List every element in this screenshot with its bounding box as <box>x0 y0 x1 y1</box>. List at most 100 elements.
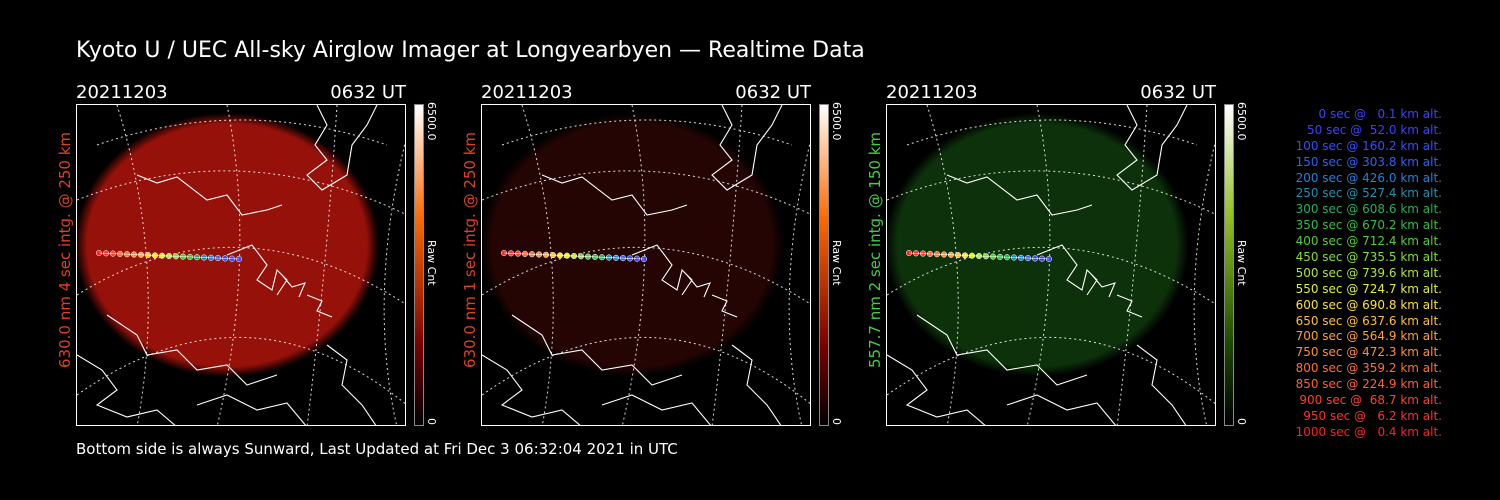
legend-entry: 600 sec @ 690.8 km alt. <box>1295 297 1442 312</box>
legend-entry: 900 sec @ 68.7 km alt. <box>1299 393 1442 408</box>
legend-entry: 300 sec @ 608.6 km alt. <box>1295 202 1442 217</box>
colorbar <box>414 104 424 426</box>
legend-entry: 850 sec @ 224.9 km alt. <box>1295 377 1442 392</box>
map-canvas <box>482 105 810 425</box>
graticule-line <box>887 337 1215 405</box>
coastline <box>711 105 783 191</box>
colorbar-unit-label: Raw Cnt <box>425 240 438 286</box>
coastline <box>1006 394 1117 425</box>
graticule-line <box>482 247 810 305</box>
coastline <box>1091 274 1116 298</box>
legend-entry: 450 sec @ 735.5 km alt. <box>1295 250 1442 265</box>
coastline <box>916 314 1088 386</box>
coastline <box>136 174 283 216</box>
airglow-panel-2: 20211203 0632 UT <box>481 82 811 432</box>
coastline <box>711 294 738 318</box>
panel-side-label: 630.0 nm 4 sec intg. @ 250 km <box>56 131 74 368</box>
footer-status: Bottom side is always Sunward, Last Upda… <box>76 440 678 458</box>
colorbar-min-label: 0 <box>425 418 438 425</box>
coastline <box>541 174 688 216</box>
airglow-intensity <box>77 113 379 377</box>
trajectory-line <box>503 252 645 260</box>
allsky-image <box>76 104 406 426</box>
coastline <box>77 354 176 425</box>
legend-entry: 350 sec @ 670.2 km alt. <box>1295 218 1442 233</box>
coastline <box>946 174 1093 216</box>
coastline <box>1116 105 1188 191</box>
panel-side-label: 630.0 nm 1 sec intg. @ 250 km <box>461 131 479 368</box>
legend-entry: 700 sec @ 564.9 km alt. <box>1295 329 1442 344</box>
legend-entry: 0 sec @ 0.1 km alt. <box>1318 107 1443 121</box>
panel-time: 0632 UT <box>735 82 811 103</box>
legend-entry: 250 sec @ 527.4 km alt. <box>1295 186 1442 201</box>
panel-time: 0632 UT <box>330 82 406 103</box>
graticule-line <box>1193 141 1215 425</box>
coastline <box>731 344 782 425</box>
coastline <box>196 394 307 425</box>
airglow-intensity <box>482 113 784 377</box>
colorbar-max-label: 6500.0 <box>830 102 843 141</box>
trajectory-line <box>98 252 240 260</box>
legend-entry: 1000 sec @ 0.4 km alt. <box>1295 424 1442 439</box>
coastline <box>106 314 278 386</box>
legend-entry: 650 sec @ 637.6 km alt. <box>1295 313 1442 328</box>
allsky-image <box>886 104 1216 426</box>
colorbar-max-label: 6500.0 <box>1235 102 1248 141</box>
legend-entry: 200 sec @ 426.0 km alt. <box>1295 170 1442 185</box>
legend-entry: 750 sec @ 472.3 km alt. <box>1295 345 1442 360</box>
graticule-line <box>306 105 338 425</box>
legend-entry: 400 sec @ 712.4 km alt. <box>1295 234 1442 249</box>
legend-entry: 50 sec @ 52.0 km alt. <box>1307 122 1442 137</box>
trajectory-legend: 0 sec @ 0.1 km alt. 50 sec @ 52.0 km alt.… <box>1262 107 1442 441</box>
graticule-line <box>77 170 405 215</box>
graticule-line <box>788 141 810 425</box>
coastline <box>1136 344 1187 425</box>
coastline <box>1116 294 1143 318</box>
map-canvas <box>887 105 1215 425</box>
colorbar-unit-label: Raw Cnt <box>1235 240 1248 286</box>
legend-entry: 150 sec @ 303.8 km alt. <box>1295 154 1442 169</box>
map-canvas <box>77 105 405 425</box>
legend-entry: 550 sec @ 724.7 km alt. <box>1295 281 1442 296</box>
graticule-line <box>887 170 1215 215</box>
graticule-line <box>711 105 743 425</box>
page-title: Kyoto U / UEC All-sky Airglow Imager at … <box>76 38 865 63</box>
legend-entry: 950 sec @ 6.2 km alt. <box>1303 408 1442 423</box>
graticule-line <box>77 247 405 305</box>
coastline <box>887 354 986 425</box>
panel-side-label: 557.7 nm 2 sec intg. @ 150 km <box>866 131 884 368</box>
graticule-line <box>906 119 1198 146</box>
panel-date: 20211203 <box>886 82 978 103</box>
coastline <box>326 344 377 425</box>
coastline <box>306 105 378 191</box>
legend-entry: 800 sec @ 359.2 km alt. <box>1295 361 1442 376</box>
coastline <box>511 314 683 386</box>
legend-entry: 500 sec @ 739.6 km alt. <box>1295 265 1442 280</box>
colorbar-unit-label: Raw Cnt <box>830 240 843 286</box>
allsky-image <box>481 104 811 426</box>
colorbar-max-label: 6500.0 <box>425 102 438 141</box>
colorbar-min-label: 0 <box>1235 418 1248 425</box>
panel-time: 0632 UT <box>1140 82 1216 103</box>
graticule-line <box>482 337 810 405</box>
airglow-intensity <box>887 113 1189 377</box>
coastline <box>686 274 711 298</box>
graticule-line <box>1116 105 1148 425</box>
trajectory-line <box>908 252 1050 260</box>
graticule-line <box>383 141 405 425</box>
panel-date: 20211203 <box>76 82 168 103</box>
colorbar <box>819 104 829 426</box>
airglow-panel-1: 20211203 0632 UT <box>76 82 406 432</box>
coastline <box>281 274 306 298</box>
coastline <box>482 354 581 425</box>
graticule-line <box>77 337 405 405</box>
graticule-line <box>96 119 388 146</box>
graticule-line <box>501 119 793 146</box>
coastline <box>306 294 333 318</box>
graticule-line <box>482 170 810 215</box>
coastline <box>601 394 712 425</box>
colorbar <box>1224 104 1234 426</box>
legend-entry: 100 sec @ 160.2 km alt. <box>1295 138 1442 153</box>
graticule-line <box>887 247 1215 305</box>
colorbar-min-label: 0 <box>830 418 843 425</box>
